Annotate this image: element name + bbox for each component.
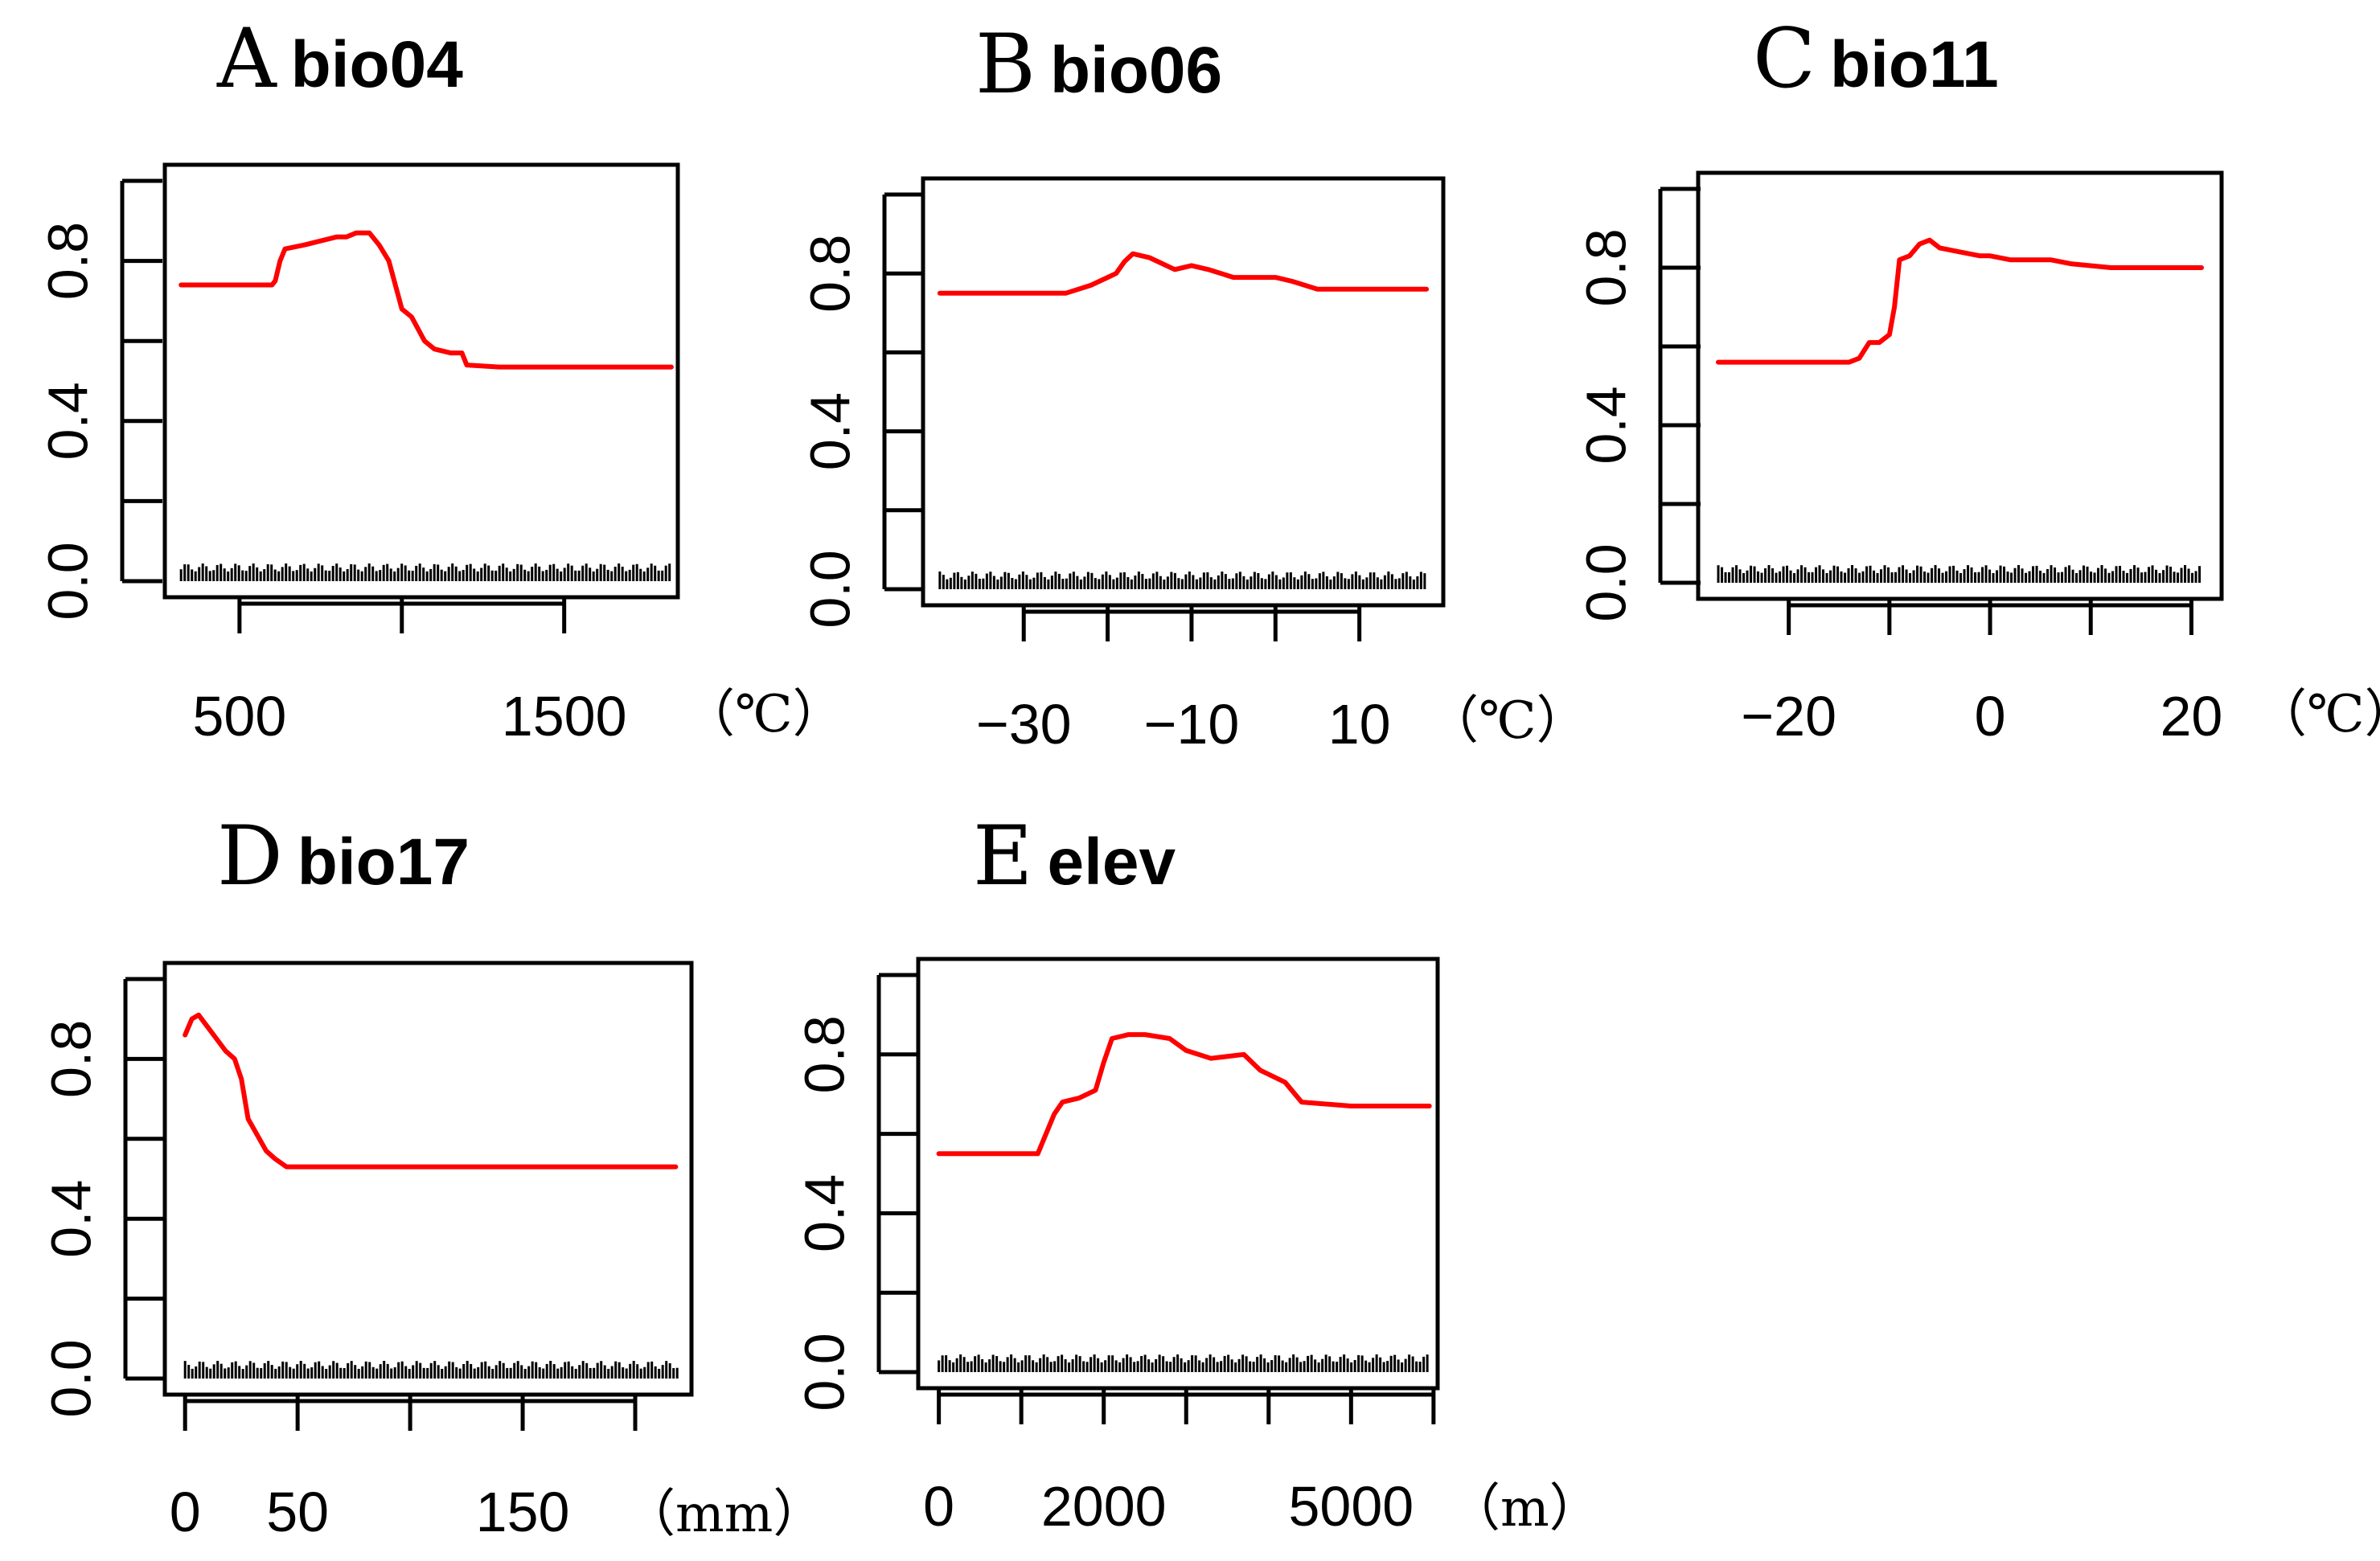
x-tick-label: 2000: [1041, 1475, 1167, 1538]
x-tick-label: 10: [1328, 693, 1391, 756]
y-tick-label: 0.0: [39, 1339, 102, 1417]
panel-letter: B: [975, 17, 1036, 113]
plot-frame: [162, 162, 680, 600]
panel-letter: C: [1753, 11, 1816, 107]
response-curve: [178, 230, 674, 370]
x-tick-label: 0: [923, 1475, 954, 1538]
x-tick-label: −30: [976, 693, 1072, 756]
panel-letter: A: [216, 11, 277, 107]
x-tick-label: 0: [170, 1481, 201, 1543]
y-tick-label: 0.4: [36, 382, 99, 460]
y-tick-label: 0.8: [1574, 228, 1637, 306]
x-tick-label: 1500: [502, 685, 627, 748]
y-tick-label: 0.0: [1574, 543, 1637, 621]
y-tick-label: 0.8: [798, 235, 861, 313]
variable-name: bio06: [1050, 34, 1222, 107]
x-unit-label: （℃）: [683, 685, 844, 744]
y-tick-label: 0.8: [793, 1015, 856, 1093]
x-unit-label: （mm）: [624, 1485, 824, 1544]
response-curve: [937, 251, 1430, 296]
rug-ticks: [179, 563, 671, 581]
x-tick-label: −10: [1144, 693, 1240, 756]
x-tick-label: 0: [1975, 685, 2006, 748]
panel-letter: E: [973, 809, 1032, 904]
plot-frame: [916, 957, 1440, 1391]
variable-name: bio11: [1830, 28, 1999, 101]
plot-frame: [1696, 170, 2224, 601]
response-curve: [936, 1032, 1432, 1157]
plot-frame: [162, 961, 694, 1397]
panel-letter: D: [217, 809, 283, 904]
x-unit-label: （℃）: [1427, 691, 1588, 751]
x-tick-label: −20: [1741, 685, 1836, 748]
y-tick-label: 0.4: [39, 1180, 102, 1258]
y-tick-label: 0.0: [793, 1333, 856, 1411]
rug-ticks: [1717, 565, 2202, 583]
variable-name: bio17: [298, 826, 470, 899]
y-tick-label: 0.0: [36, 542, 99, 620]
x-unit-label: （m）: [1449, 1479, 1601, 1538]
rug-ticks: [938, 572, 1426, 589]
y-tick-label: 0.8: [39, 1020, 102, 1098]
x-tick-label: 5000: [1288, 1475, 1414, 1538]
y-tick-label: 0.4: [798, 392, 861, 470]
x-tick-label: 50: [266, 1481, 329, 1543]
x-tick-label: 500: [192, 685, 286, 748]
plot-frame: [921, 176, 1446, 608]
x-tick-label: 150: [476, 1481, 570, 1543]
x-tick-label: 20: [2160, 685, 2223, 748]
y-tick-label: 0.4: [793, 1174, 856, 1252]
response-curve: [1716, 237, 2204, 365]
rug-ticks: [938, 1354, 1429, 1372]
x-unit-label: （℃）: [2255, 685, 2380, 744]
y-tick-label: 0.8: [36, 222, 99, 300]
variable-name: elev: [1047, 826, 1176, 899]
rug-ticks: [183, 1361, 679, 1379]
response-curve: [183, 1012, 679, 1170]
y-tick-label: 0.4: [1574, 386, 1637, 464]
y-tick-label: 0.0: [798, 550, 861, 628]
variable-name: bio04: [291, 28, 464, 101]
